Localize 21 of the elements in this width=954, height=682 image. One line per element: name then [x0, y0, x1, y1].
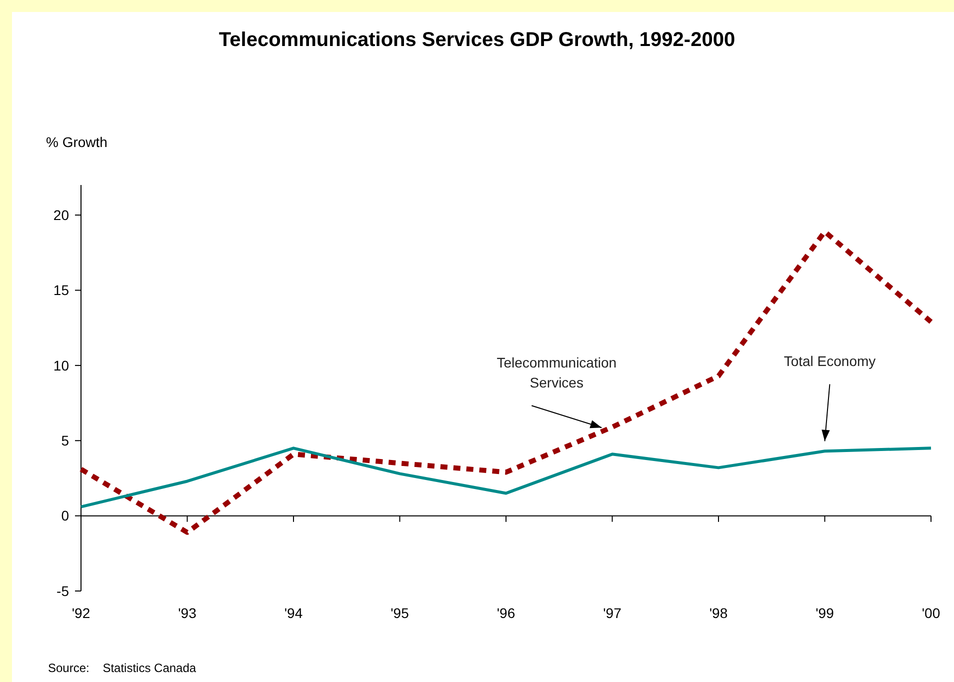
text: Telecommunication Services	[496, 354, 617, 391]
y-tick-label: 15	[53, 282, 70, 298]
chart-title: Telecommunications Services GDP Growth, 1992-2000	[218, 29, 736, 51]
x-tick-label: '99	[816, 605, 834, 621]
y-tick-label: 0	[61, 508, 70, 524]
x-tick-label: '94	[284, 605, 303, 621]
x-tick-label: '00	[922, 605, 940, 621]
x-tick-label: '93	[178, 605, 197, 621]
y-axis-title: % Growth	[46, 134, 108, 150]
x-tick-label: '92	[72, 605, 90, 621]
text: Total Economy	[784, 353, 876, 370]
x-tick-label: '95	[390, 605, 410, 621]
x-tick-label: '98	[709, 605, 728, 621]
y-tick-label: -5	[56, 582, 70, 599]
x-tick-label: '97	[603, 605, 622, 621]
x-tick-label: '96	[496, 605, 516, 621]
y-tick-label: 10	[53, 357, 70, 374]
y-tick-label: 5	[61, 432, 70, 449]
source-note: Source: Statistics Canada	[48, 661, 196, 675]
line-series	[80, 446, 932, 508]
y-tick-label: 20	[53, 206, 70, 223]
